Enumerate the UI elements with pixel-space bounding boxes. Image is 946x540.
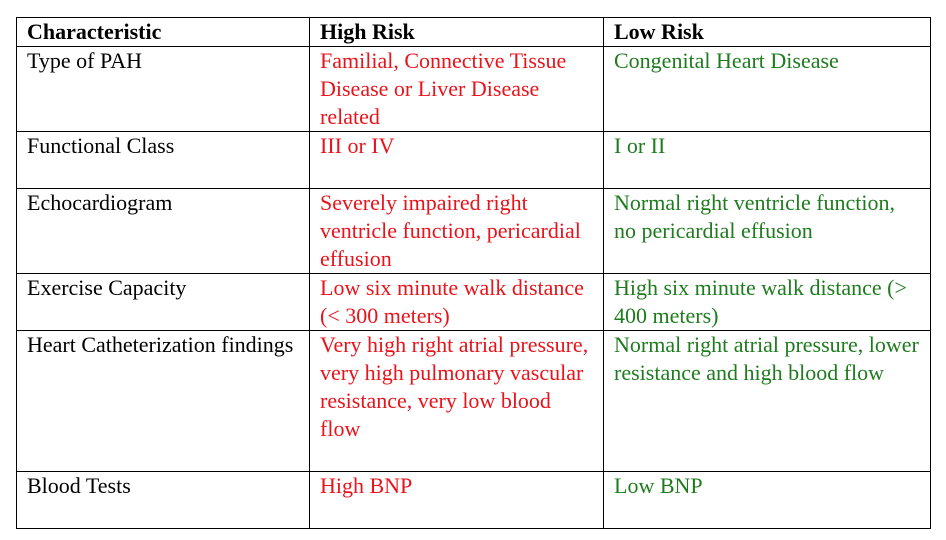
characteristic-cell: Functional Class (16, 131, 310, 189)
low-risk-cell: Low BNP (603, 471, 931, 529)
characteristic-cell: Echocardiogram (16, 188, 310, 274)
table-row: Functional Class III or IV I or II (16, 131, 931, 189)
high-risk-cell: Very high right atrial pressure, very hi… (309, 330, 604, 472)
table-row: Heart Catheterization findings Very high… (16, 330, 931, 472)
high-risk-cell: Severely impaired right ventricle functi… (309, 188, 604, 274)
header-low-risk: Low Risk (603, 17, 931, 47)
header-characteristic: Characteristic (16, 17, 310, 47)
high-risk-cell: III or IV (309, 131, 604, 189)
table-row: Blood Tests High BNP Low BNP (16, 471, 931, 529)
low-risk-cell: High six minute walk distance (> 400 met… (603, 273, 931, 331)
table-row: Type of PAH Familial, Connective Tissue … (16, 46, 931, 132)
high-risk-cell: High BNP (309, 471, 604, 529)
risk-comparison-table: Characteristic High Risk Low Risk Type o… (16, 17, 931, 529)
low-risk-cell: Congenital Heart Disease (603, 46, 931, 132)
characteristic-cell: Type of PAH (16, 46, 310, 132)
table-header-row: Characteristic High Risk Low Risk (16, 17, 931, 47)
low-risk-cell: Normal right ventricle function, no peri… (603, 188, 931, 274)
table-row: Echocardiogram Severely impaired right v… (16, 188, 931, 274)
table-row: Exercise Capacity Low six minute walk di… (16, 273, 931, 331)
characteristic-cell: Heart Catheterization findings (16, 330, 310, 472)
characteristic-cell: Exercise Capacity (16, 273, 310, 331)
header-high-risk: High Risk (309, 17, 604, 47)
high-risk-cell: Familial, Connective Tissue Disease or L… (309, 46, 604, 132)
low-risk-cell: I or II (603, 131, 931, 189)
characteristic-cell: Blood Tests (16, 471, 310, 529)
low-risk-cell: Normal right atrial pressure, lower resi… (603, 330, 931, 472)
high-risk-cell: Low six minute walk distance (< 300 mete… (309, 273, 604, 331)
